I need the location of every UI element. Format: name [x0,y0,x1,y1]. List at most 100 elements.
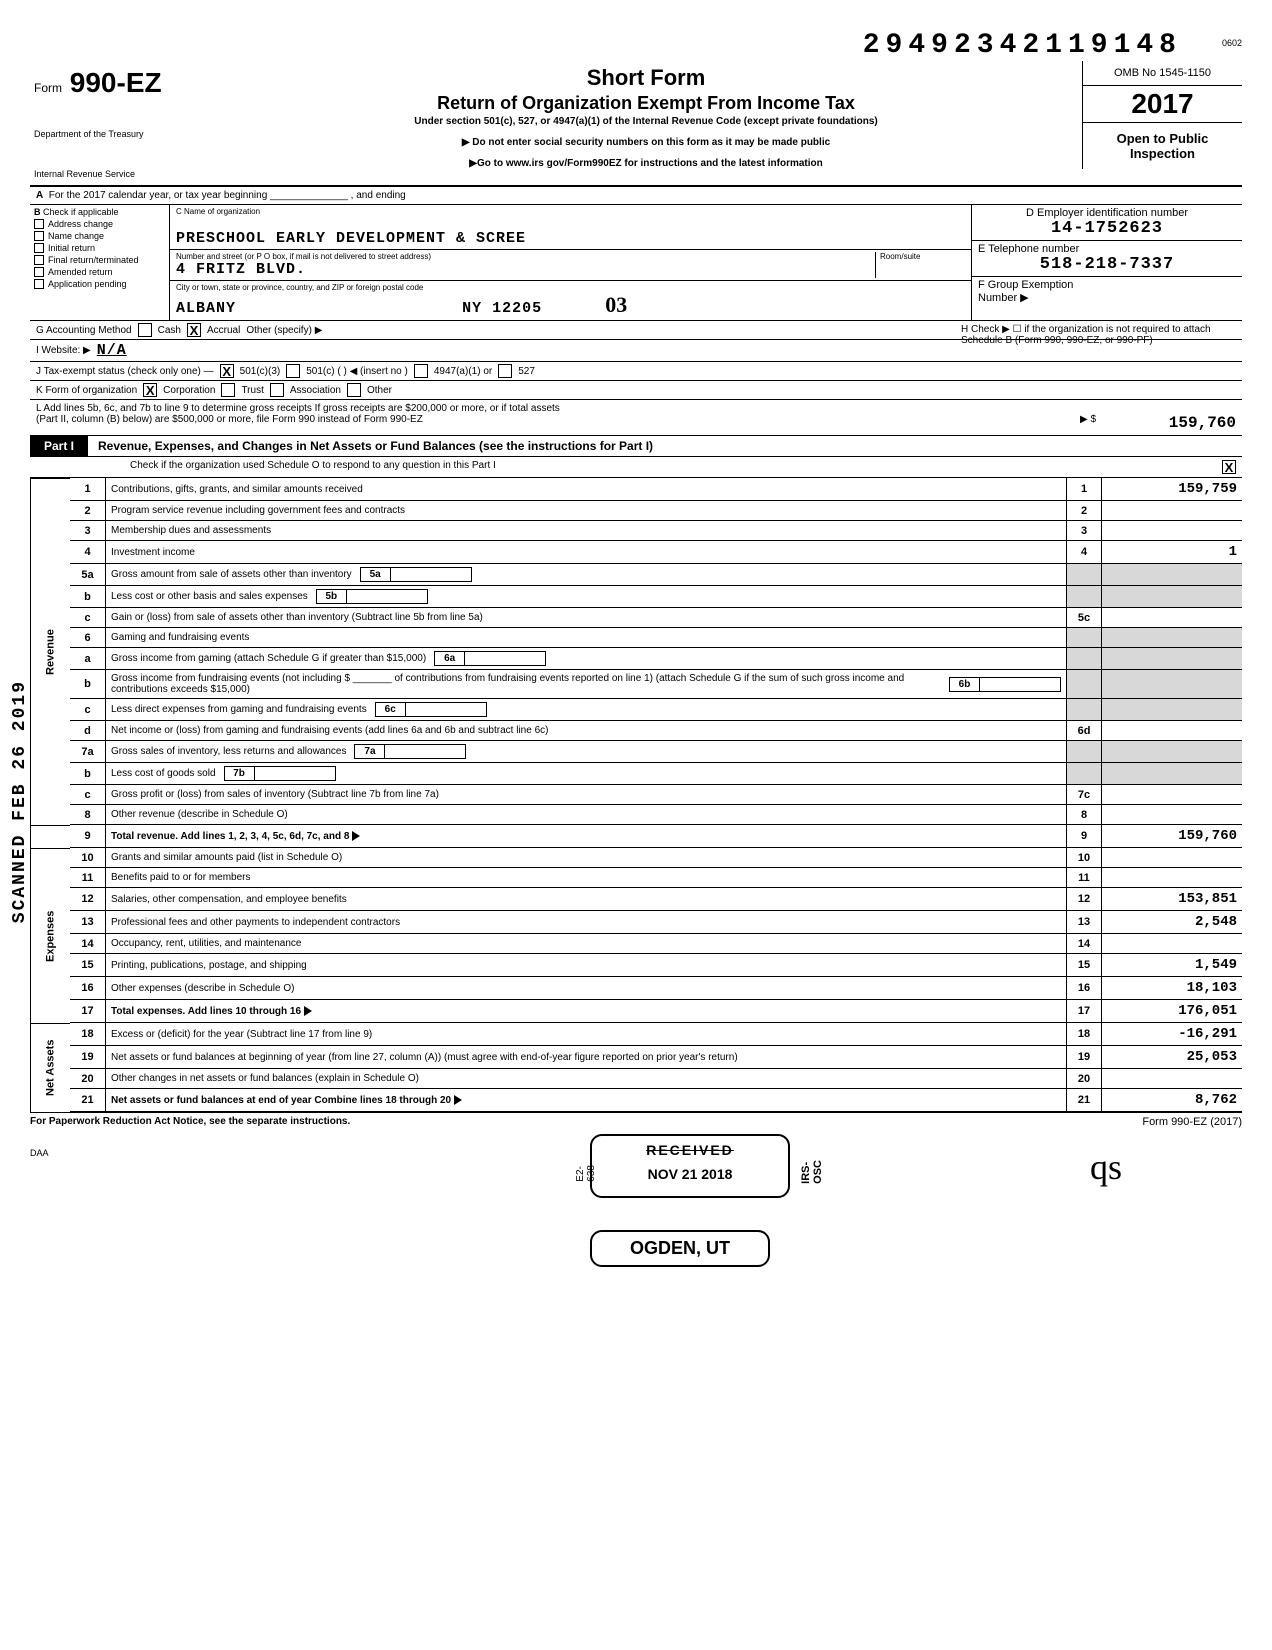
lineno-13: 13 [70,911,106,934]
desc-11: Benefits paid to or for members [106,868,1066,888]
amt-5b [1102,586,1242,608]
lineno-19: 19 [70,1046,106,1069]
desc-7a: Gross sales of inventory, less returns a… [106,741,1066,763]
lineno-21: 21 [70,1089,106,1112]
ncol-12: 12 [1066,888,1102,911]
lineno-2: 2 [70,501,106,521]
lineno-7b: b [70,763,106,785]
lineno-15: 15 [70,954,106,977]
chk-accrual[interactable]: X [187,323,201,337]
ncol-14: 14 [1066,934,1102,954]
ncol-7b [1066,763,1102,785]
chk-final-return[interactable] [34,255,44,265]
desc-7b: Less cost of goods sold7b [106,763,1066,785]
stamp-ogden: OGDEN, UT [590,1230,770,1267]
ncol-5a [1066,564,1102,586]
desc-15: Printing, publications, postage, and shi… [106,954,1066,977]
amt-11 [1102,868,1242,888]
row-l-1: L Add lines 5b, 6c, and 7b to line 9 to … [36,403,1236,414]
ncol-7a [1066,741,1102,763]
ncol-17: 17 [1066,1000,1102,1023]
chk-4947[interactable] [414,364,428,378]
lineno-6: 6 [70,628,106,648]
stamp-received: RECEIVED NOV 21 2018 [590,1134,790,1198]
amt-6b [1102,670,1242,699]
ncol-6b [1066,670,1102,699]
desc-13: Professional fees and other payments to … [106,911,1066,934]
chk-other-org[interactable] [347,383,361,397]
lineno-7a: 7a [70,741,106,763]
amt-8 [1102,805,1242,825]
ncol-6c [1066,699,1102,721]
chk-501c3[interactable]: X [220,364,234,378]
chk-address-change[interactable] [34,219,44,229]
desc-10: Grants and similar amounts paid (list in… [106,848,1066,868]
amt-15: 1,549 [1102,954,1242,977]
open-public: Open to Public Inspection [1083,123,1242,169]
chk-527[interactable] [498,364,512,378]
ncol-7c: 7c [1066,785,1102,805]
ncol-9: 9 [1066,825,1102,848]
desc-1: Contributions, gifts, grants, and simila… [106,478,1066,501]
desc-6d: Net income or (loss) from gaming and fun… [106,721,1066,741]
desc-4: Investment income [106,541,1066,564]
ncol-6d: 6d [1066,721,1102,741]
lineno-5c: c [70,608,106,628]
form-number: Form 990-EZ [34,67,206,99]
amt-6a [1102,648,1242,670]
lineno-18: 18 [70,1023,106,1046]
lineno-5b: b [70,586,106,608]
chk-initial-return[interactable] [34,243,44,253]
desc-6c: Less direct expenses from gaming and fun… [106,699,1066,721]
ein-label: D Employer identification number [978,207,1236,219]
website-value: N/A [97,342,127,359]
row-a: A For the 2017 calendar year, or tax yea… [30,187,1242,205]
lineno-12: 12 [70,888,106,911]
lineno-16: 16 [70,977,106,1000]
row-l-arrow: ▶ $ [1080,414,1096,432]
ncol-6a [1066,648,1102,670]
chk-assoc[interactable] [270,383,284,397]
chk-cash[interactable] [138,323,152,337]
amt-7b [1102,763,1242,785]
amt-20 [1102,1069,1242,1089]
org-state-zip: NY 12205 [462,300,542,317]
part1-check-text: Check if the organization used Schedule … [130,460,496,474]
row-i-label: I Website: ▶ [36,345,91,356]
amt-17: 176,051 [1102,1000,1242,1023]
chk-schedule-o[interactable]: X [1222,460,1236,474]
gross-receipts: 159,760 [1096,414,1236,432]
amt-13: 2,548 [1102,911,1242,934]
amt-21: 8,762 [1102,1089,1242,1112]
title-under: Under section 501(c), 527, or 4947(a)(1)… [218,116,1074,127]
side-expenses: Expenses [30,848,70,1023]
lineno-1: 1 [70,478,106,501]
row-h: H Check ▶ ☐ if the organization is not r… [958,321,1238,349]
amt-2 [1102,501,1242,521]
lineno-6a: a [70,648,106,670]
note-url: ▶Go to www.irs gov/Form990EZ for instruc… [218,158,1074,169]
amt-4: 1 [1102,541,1242,564]
ncol-18: 18 [1066,1023,1102,1046]
amt-3 [1102,521,1242,541]
desc-6: Gaming and fundraising events [106,628,1066,648]
form-footer: Form 990-EZ (2017) [1142,1116,1242,1128]
lineno-6c: c [70,699,106,721]
chk-amended[interactable] [34,267,44,277]
chk-trust[interactable] [221,383,235,397]
desc-17: Total expenses. Add lines 10 through 16 [106,1000,1066,1023]
ncol-6 [1066,628,1102,648]
chk-501c[interactable] [286,364,300,378]
lineno-17: 17 [70,1000,106,1023]
colc-header: C Name of organization [176,207,965,216]
ncol-5b [1066,586,1102,608]
desc-6a: Gross income from gaming (attach Schedul… [106,648,1066,670]
chk-pending[interactable] [34,279,44,289]
note-ssn: ▶ Do not enter social security numbers o… [218,137,1074,148]
chk-corp[interactable]: X [143,383,157,397]
city-label: City or town, state or province, country… [176,283,965,292]
desc-16: Other expenses (describe in Schedule O) [106,977,1066,1000]
amt-10 [1102,848,1242,868]
chk-name-change[interactable] [34,231,44,241]
ncol-15: 15 [1066,954,1102,977]
